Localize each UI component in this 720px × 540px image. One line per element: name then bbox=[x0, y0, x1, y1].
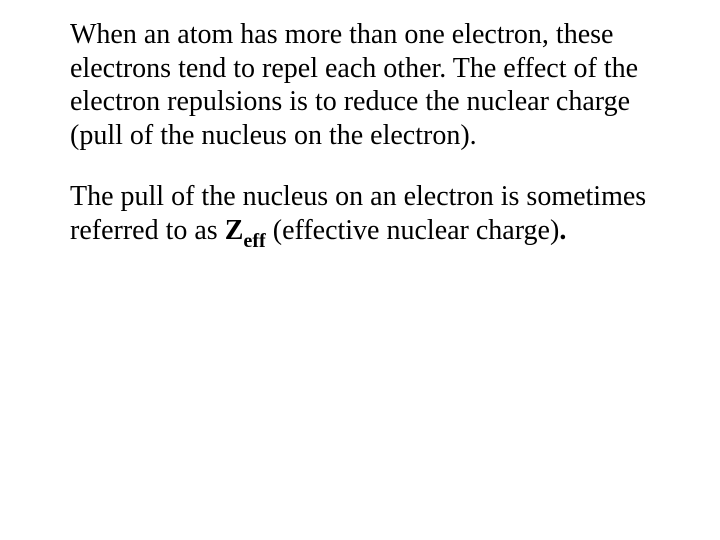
paragraph-2-terminal: . bbox=[559, 215, 566, 246]
zeff-sub: eff bbox=[243, 230, 265, 252]
document-page: When an atom has more than one electron,… bbox=[0, 0, 720, 252]
paragraph-1-text: When an atom has more than one electron,… bbox=[70, 19, 638, 151]
zeff-symbol: Zeff bbox=[225, 215, 266, 246]
zeff-z: Z bbox=[225, 215, 244, 246]
paragraph-2-after: (effective nuclear charge) bbox=[266, 215, 560, 246]
paragraph-2: The pull of the nucleus on an electron i… bbox=[70, 180, 660, 251]
paragraph-1: When an atom has more than one electron,… bbox=[70, 18, 660, 152]
